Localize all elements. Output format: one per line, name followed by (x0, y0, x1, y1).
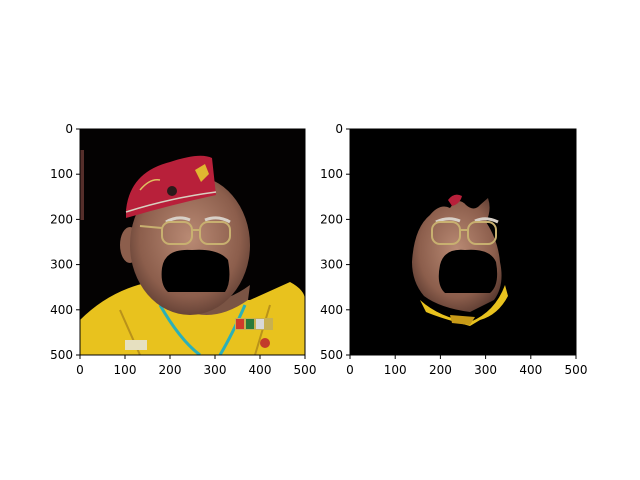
y-tick-label: 100 (50, 167, 73, 181)
y-tick-label: 200 (320, 212, 343, 226)
y-tick-label: 200 (50, 212, 73, 226)
x-tick-label: 100 (384, 363, 407, 377)
x-tick-label: 200 (429, 363, 452, 377)
x-tick-label: 500 (565, 363, 588, 377)
x-tick-label: 100 (114, 363, 137, 377)
y-tick-label: 500 (50, 348, 73, 362)
y-tick-label: 0 (65, 122, 73, 136)
axes-frame-right (349, 128, 577, 356)
x-tick-label: 300 (204, 363, 227, 377)
y-tick-label: 400 (320, 303, 343, 317)
axes-frame-left (79, 128, 306, 356)
y-tick-label: 0 (335, 122, 343, 136)
photo-image-left (80, 129, 305, 355)
y-tick-label: 400 (50, 303, 73, 317)
y-tick-label: 100 (320, 167, 343, 181)
y-tick-label: 300 (50, 258, 73, 272)
x-tick-label: 0 (346, 363, 354, 377)
segmented-image-right (350, 129, 576, 355)
x-tick-label: 400 (249, 363, 272, 377)
x-tick-label: 400 (519, 363, 542, 377)
x-tick-label: 200 (159, 363, 182, 377)
y-tick-label: 300 (320, 258, 343, 272)
x-tick-label: 500 (294, 363, 317, 377)
x-tick-label: 0 (76, 363, 84, 377)
x-tick-label: 300 (474, 363, 497, 377)
y-tick-label: 500 (320, 348, 343, 362)
